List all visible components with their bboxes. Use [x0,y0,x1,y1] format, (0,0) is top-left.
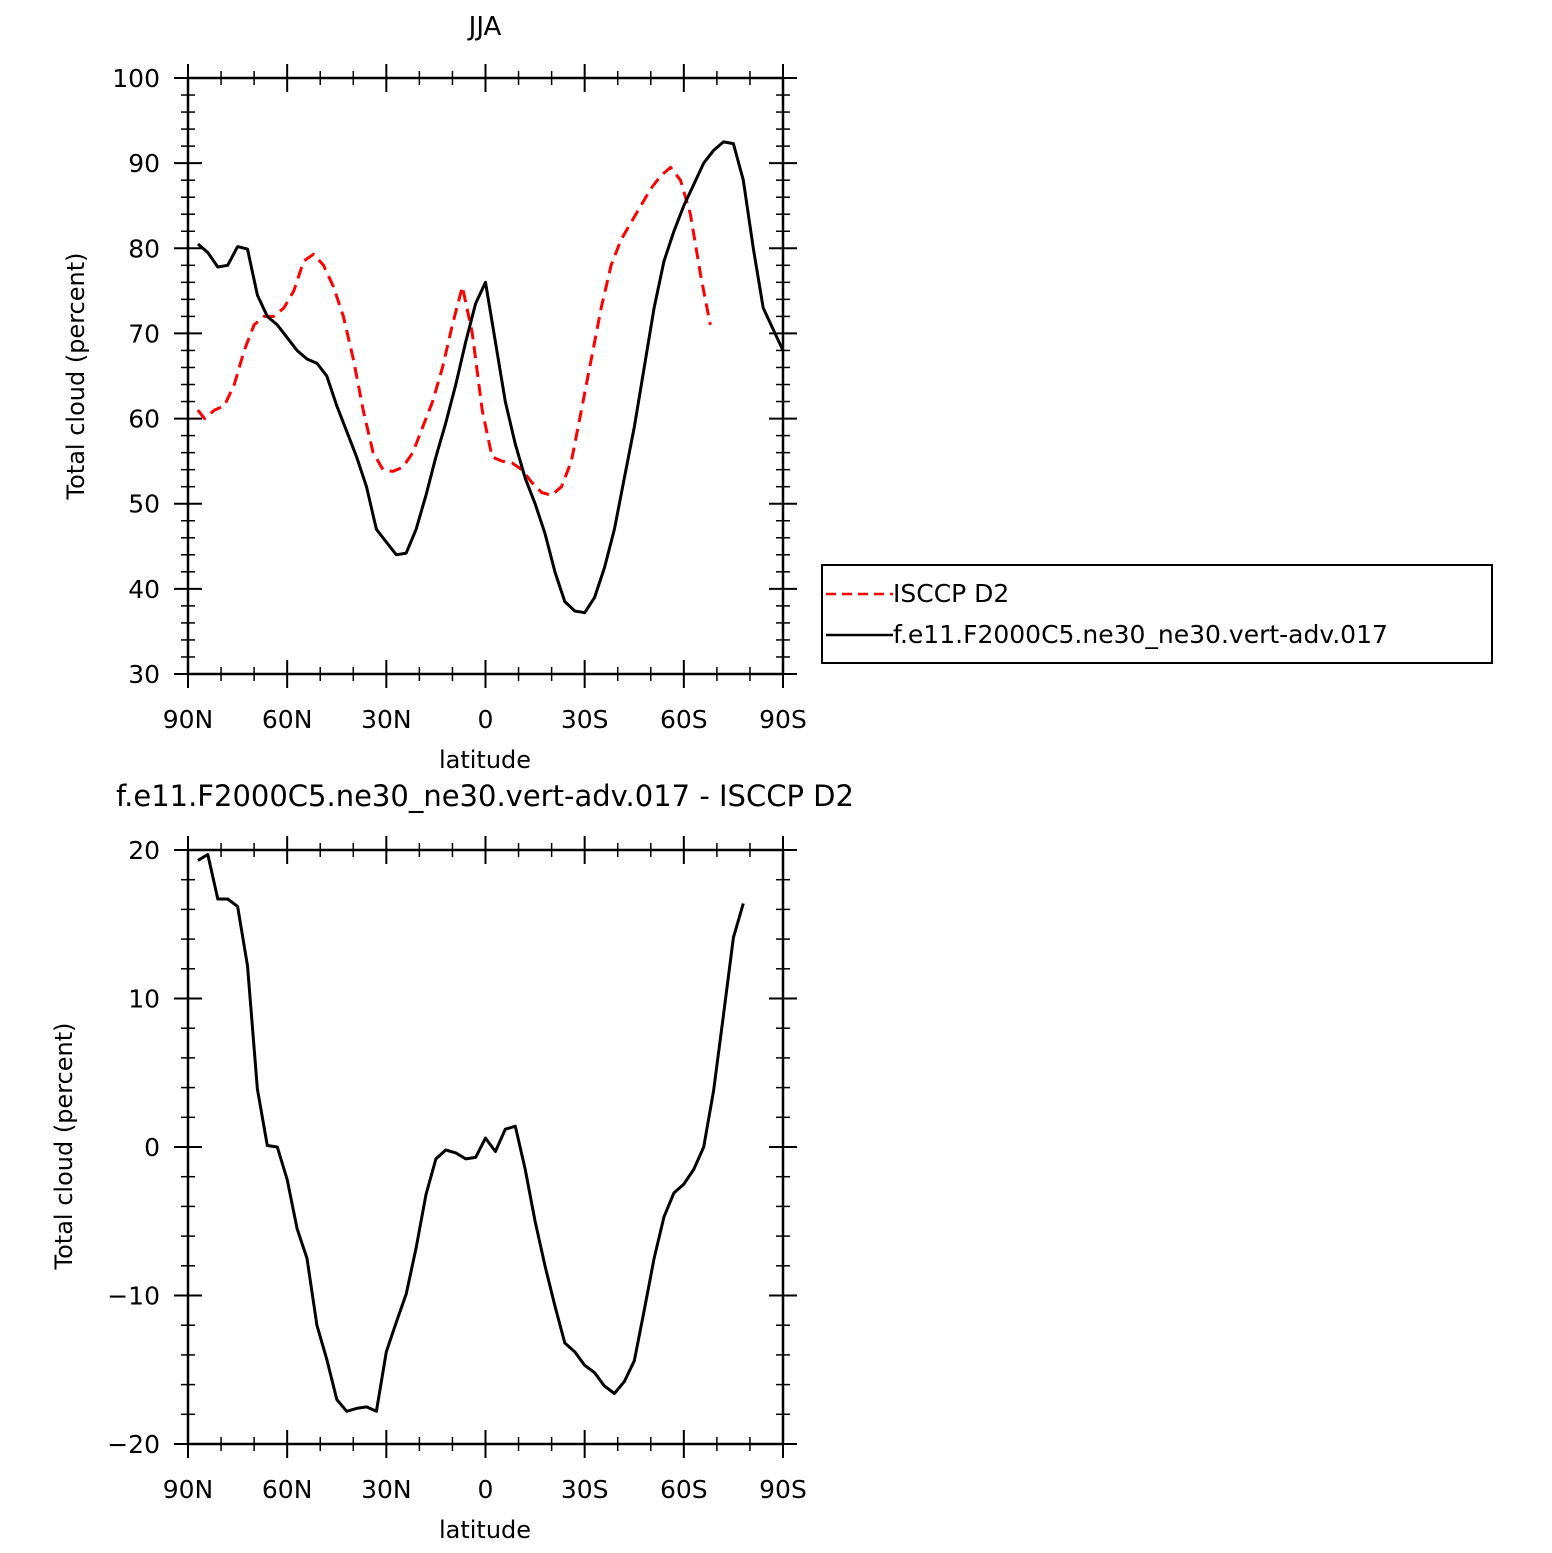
y-tick-label: 60 [128,405,160,434]
x-tick-label: 30N [361,705,412,734]
y-tick-label: 50 [128,490,160,519]
y-tick-label: 0 [144,1133,160,1162]
bottom-panel-frame [186,848,785,1446]
x-tick-label: 90S [759,1475,807,1504]
legend-label-model: f.e11.F2000C5.ne30_ne30.vert-adv.017 [893,620,1388,649]
series-line-0 [196,165,712,497]
top-panel-title: JJA [467,12,502,42]
x-tick-label: 60N [262,705,313,734]
y-tick-label: −20 [107,1430,160,1459]
x-tick-label: 0 [478,705,494,734]
x-tick-label: 90S [759,705,807,734]
bottom-panel-y-axis-label: Total cloud (percent) [50,1023,78,1271]
x-tick-label: 90N [163,705,214,734]
x-tick-label: 60S [660,705,708,734]
top-panel-x-axis-label: latitude [439,746,531,774]
legend: ISCCP D2 f.e11.F2000C5.ne30_ne30.vert-ad… [821,564,1493,664]
x-tick-label: 30S [561,705,609,734]
bottom-panel: f.e11.F2000C5.ne30_ne30.vert-adv.017 - I… [50,779,854,1544]
top-panel-series [196,140,785,615]
bottom-panel-ticks: −20 −10 0 10 20 90N 60N 30N 0 30S 60S 90S [107,836,807,1504]
y-tick-label: 70 [128,319,160,348]
legend-label-isccp-d2: ISCCP D2 [893,579,1009,608]
bottom-panel-title: f.e11.F2000C5.ne30_ne30.vert-adv.017 - I… [116,779,854,813]
x-tick-label: 30N [361,1475,412,1504]
bottom-panel-series [197,853,745,1413]
bottom-panel-x-axis-label: latitude [439,1516,531,1544]
x-tick-label: 90N [163,1475,214,1504]
top-panel-frame [186,76,785,676]
y-tick-label: 10 [128,985,160,1014]
x-tick-label: 0 [478,1475,494,1504]
top-panel-y-axis-label: Total cloud (percent) [62,253,90,501]
x-tick-label: 60N [262,1475,313,1504]
x-tick-label: 60S [660,1475,708,1504]
legend-box [821,564,1493,664]
y-tick-label: −10 [107,1282,160,1311]
y-tick-label: 80 [128,234,160,263]
y-tick-label: 20 [128,836,160,865]
y-tick-label: 40 [128,575,160,604]
y-tick-label: 100 [112,64,160,93]
series-line-0 [197,853,745,1413]
y-tick-label: 90 [128,149,160,178]
top-panel-ticks: 30 40 50 60 70 80 90 100 90N 60N 30N 0 30S 60S 90S [112,64,807,734]
top-panel: JJA latitude Total cloud (percent) 30 40 5… [62,12,807,774]
series-line-1 [196,140,785,615]
y-tick-label: 30 [128,660,160,689]
x-tick-label: 30S [561,1475,609,1504]
